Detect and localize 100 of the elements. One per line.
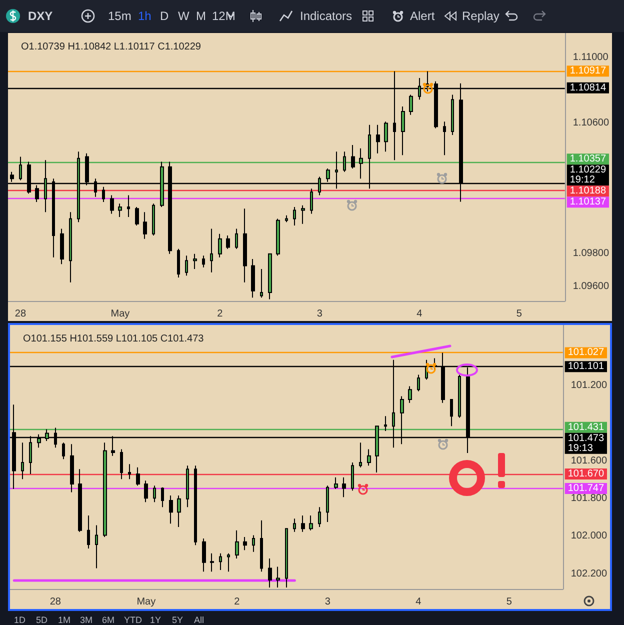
text: 1Y [150,615,162,625]
x-tick-label: 2 [217,308,224,320]
candlestick [193,253,197,270]
candlestick [318,506,321,528]
candlestick [276,218,280,256]
candlestick [152,203,155,236]
candlestick [102,186,105,202]
candlestick [161,486,164,508]
text: 3M [80,615,93,625]
ref-line-label: 101.747 [568,482,604,494]
candlestick [202,255,205,268]
text: Indicators [300,9,352,23]
candlestick [218,233,222,258]
candlestick [243,208,247,283]
text: M [196,9,206,23]
candlestick [177,494,181,528]
text: 1M [58,615,71,625]
x-tick-label: 28 [14,308,26,320]
candlestick [226,234,230,250]
candlestick [252,534,255,552]
candlestick [95,524,98,569]
ref-line-label: 1.10229 19:12 [570,164,606,186]
text: 1D [14,615,26,625]
candlestick [136,466,140,486]
candlestick [260,520,263,572]
candlestick [143,212,147,240]
text: D [160,9,169,23]
x-tick-label: May [136,596,156,608]
text: 1h [138,9,152,23]
candlestick [376,124,380,154]
x-tick-label: 3 [324,596,331,608]
candlestick [110,194,114,214]
text: Alert [410,9,435,23]
candlestick [235,228,238,250]
candlestick [219,552,222,570]
ref-line-label: 1.10188 [570,186,606,197]
ref-line-label: 1.10814 [570,82,606,94]
candlestick [384,121,388,152]
candlestick [118,203,122,218]
candlestick [309,514,313,531]
candlestick [450,398,453,427]
y-tick-label: 101.600 [570,455,608,466]
candlestick [235,530,239,559]
x-tick-label: 2 [234,596,240,608]
y-tick-label: 102.200 [570,568,608,580]
candlestick [169,494,173,524]
ref-line-label: 101.473 19:13 [568,432,604,454]
y-tick-label: 1.09800 [572,248,610,260]
candlestick [186,465,189,508]
candlestick [409,94,413,116]
candlestick [70,444,74,493]
x-tick-label: 4 [416,308,423,320]
candlestick [342,476,346,498]
x-tick-label: 3 [316,308,323,320]
text: O1.10739 H1.10842 L1.10117 C1.10229 [21,42,202,52]
candlestick [127,194,130,218]
x-tick-label: May [110,308,130,320]
candlestick [78,468,82,532]
x-tick-label: 5 [516,308,522,320]
candlestick [285,528,288,588]
y-tick-label: 101.200 [570,380,608,391]
candlestick [144,480,148,503]
candlestick [194,465,197,546]
candlestick [293,518,296,532]
candlestick [301,204,305,224]
candlestick [210,552,214,572]
candlestick [458,374,461,418]
y-tick-label: 1.10600 [572,117,610,128]
candlestick [285,214,288,223]
y-tick-label: 1.09600 [572,280,610,292]
candlestick [401,106,405,156]
candlestick [367,448,371,466]
text: All [194,615,204,625]
candlestick [69,212,72,283]
candlestick [202,538,206,572]
chart-title: DXY [28,9,53,23]
y-tick-label: 102.000 [570,530,608,542]
x-tick-label: 4 [416,596,422,608]
ref-line-label: 1.10137 [570,196,606,208]
candlestick [243,536,247,551]
text: 15m [108,9,132,23]
candlestick [153,485,156,503]
ref-line-label: 1.10357 [570,154,606,165]
candlestick [135,206,139,226]
candlestick [326,485,329,523]
candlestick [408,386,412,404]
text: 5D [36,615,48,625]
candlestick [21,442,24,480]
text: Replay [462,9,500,23]
y-tick-label: 1.11000 [572,52,609,64]
text: 5Y [172,615,184,625]
candlestick [276,566,280,588]
candlestick [301,514,305,532]
candlestick [227,552,230,572]
candlestick [351,144,355,169]
candlestick [451,94,454,136]
candlestick [103,442,107,538]
candlestick [251,258,255,298]
candlestick [443,121,446,156]
candlestick [177,248,180,278]
